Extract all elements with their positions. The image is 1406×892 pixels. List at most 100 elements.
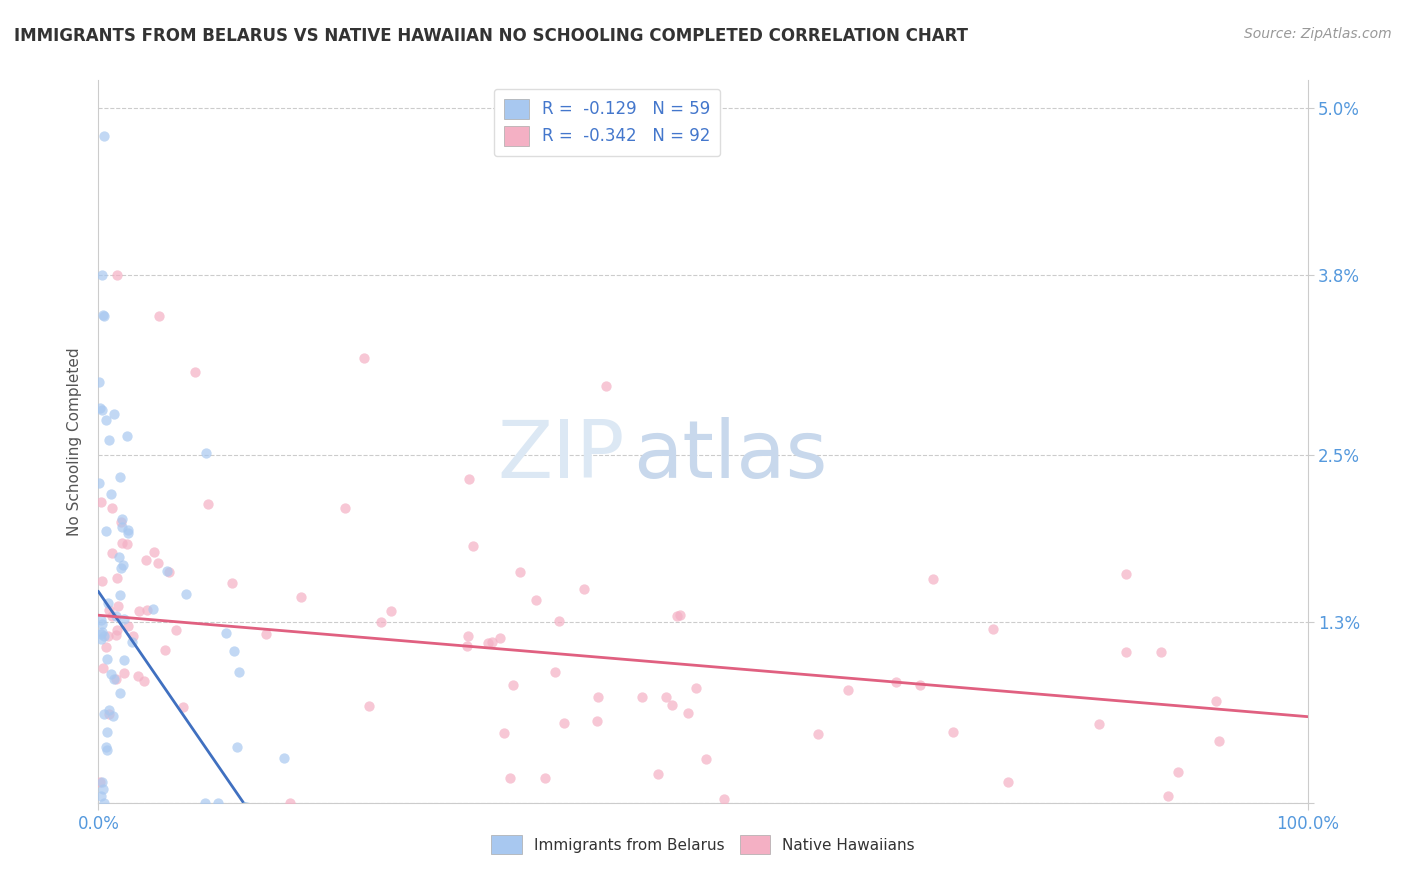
Point <box>807 727 830 741</box>
Point <box>194 446 217 460</box>
Point <box>1208 733 1230 747</box>
Point <box>97 603 120 617</box>
Point <box>544 665 567 680</box>
Point <box>586 690 609 705</box>
Point <box>148 310 170 324</box>
Point <box>1157 789 1180 803</box>
Point <box>524 592 547 607</box>
Point <box>254 627 277 641</box>
Point <box>457 629 479 643</box>
Point <box>100 667 122 681</box>
Point <box>100 546 122 560</box>
Point <box>1150 645 1173 659</box>
Point <box>1115 566 1137 581</box>
Text: Source: ZipAtlas.com: Source: ZipAtlas.com <box>1244 27 1392 41</box>
Point <box>91 402 114 417</box>
Point <box>221 576 243 591</box>
Point <box>107 599 129 613</box>
Point <box>661 698 683 713</box>
Point <box>89 401 111 415</box>
Point <box>90 626 112 640</box>
Point <box>96 725 118 739</box>
Point <box>117 619 139 633</box>
Point <box>676 706 699 720</box>
Point <box>273 751 295 765</box>
Point <box>104 608 127 623</box>
Point <box>105 268 128 282</box>
Point <box>112 653 135 667</box>
Point <box>143 545 166 559</box>
Point <box>93 796 115 810</box>
Text: atlas: atlas <box>633 417 827 495</box>
Point <box>117 525 139 540</box>
Y-axis label: No Schooling Completed: No Schooling Completed <box>67 347 83 536</box>
Point <box>128 604 150 618</box>
Point <box>502 678 524 692</box>
Point <box>910 677 932 691</box>
Point <box>90 574 112 589</box>
Point <box>647 767 669 781</box>
Point <box>96 742 118 756</box>
Point <box>87 475 110 490</box>
Point <box>595 379 617 393</box>
Point <box>90 789 112 803</box>
Point <box>165 623 187 637</box>
Point <box>110 536 132 550</box>
Point <box>111 512 134 526</box>
Point <box>553 716 575 731</box>
Point <box>184 365 207 379</box>
Point <box>457 472 479 486</box>
Point <box>669 607 692 622</box>
Point <box>94 739 117 754</box>
Point <box>492 725 515 739</box>
Point <box>135 603 157 617</box>
Point <box>91 660 114 674</box>
Point <box>121 634 143 648</box>
Point <box>461 539 484 553</box>
Point <box>110 515 132 529</box>
Point <box>290 590 312 604</box>
Point <box>117 524 139 538</box>
Point <box>997 774 1019 789</box>
Point <box>91 268 114 282</box>
Point <box>93 706 115 721</box>
Point <box>112 612 135 626</box>
Point <box>922 572 945 586</box>
Point <box>548 614 571 628</box>
Point <box>142 602 165 616</box>
Point <box>174 587 197 601</box>
Point <box>983 622 1005 636</box>
Point <box>207 796 229 810</box>
Point <box>94 640 117 654</box>
Point <box>225 740 247 755</box>
Point <box>111 520 134 534</box>
Point <box>91 625 114 640</box>
Point <box>456 640 478 654</box>
Legend: Immigrants from Belarus, Native Hawaiians: Immigrants from Belarus, Native Hawaiian… <box>485 830 921 860</box>
Point <box>477 636 499 650</box>
Point <box>574 582 596 596</box>
Point <box>91 781 114 796</box>
Point <box>87 376 110 390</box>
Point <box>117 429 139 443</box>
Point <box>115 536 138 550</box>
Point <box>655 690 678 705</box>
Point <box>534 771 557 785</box>
Point <box>214 626 236 640</box>
Point <box>96 413 118 427</box>
Point <box>380 605 402 619</box>
Point <box>96 524 118 538</box>
Point <box>90 495 112 509</box>
Point <box>103 672 125 686</box>
Point <box>135 553 157 567</box>
Point <box>509 565 531 579</box>
Point <box>127 668 149 682</box>
Text: ZIP: ZIP <box>498 417 624 495</box>
Point <box>100 608 122 623</box>
Point <box>153 643 176 657</box>
Point <box>93 128 115 143</box>
Point <box>112 666 135 681</box>
Point <box>103 709 125 723</box>
Point <box>112 558 135 572</box>
Point <box>1167 764 1189 779</box>
